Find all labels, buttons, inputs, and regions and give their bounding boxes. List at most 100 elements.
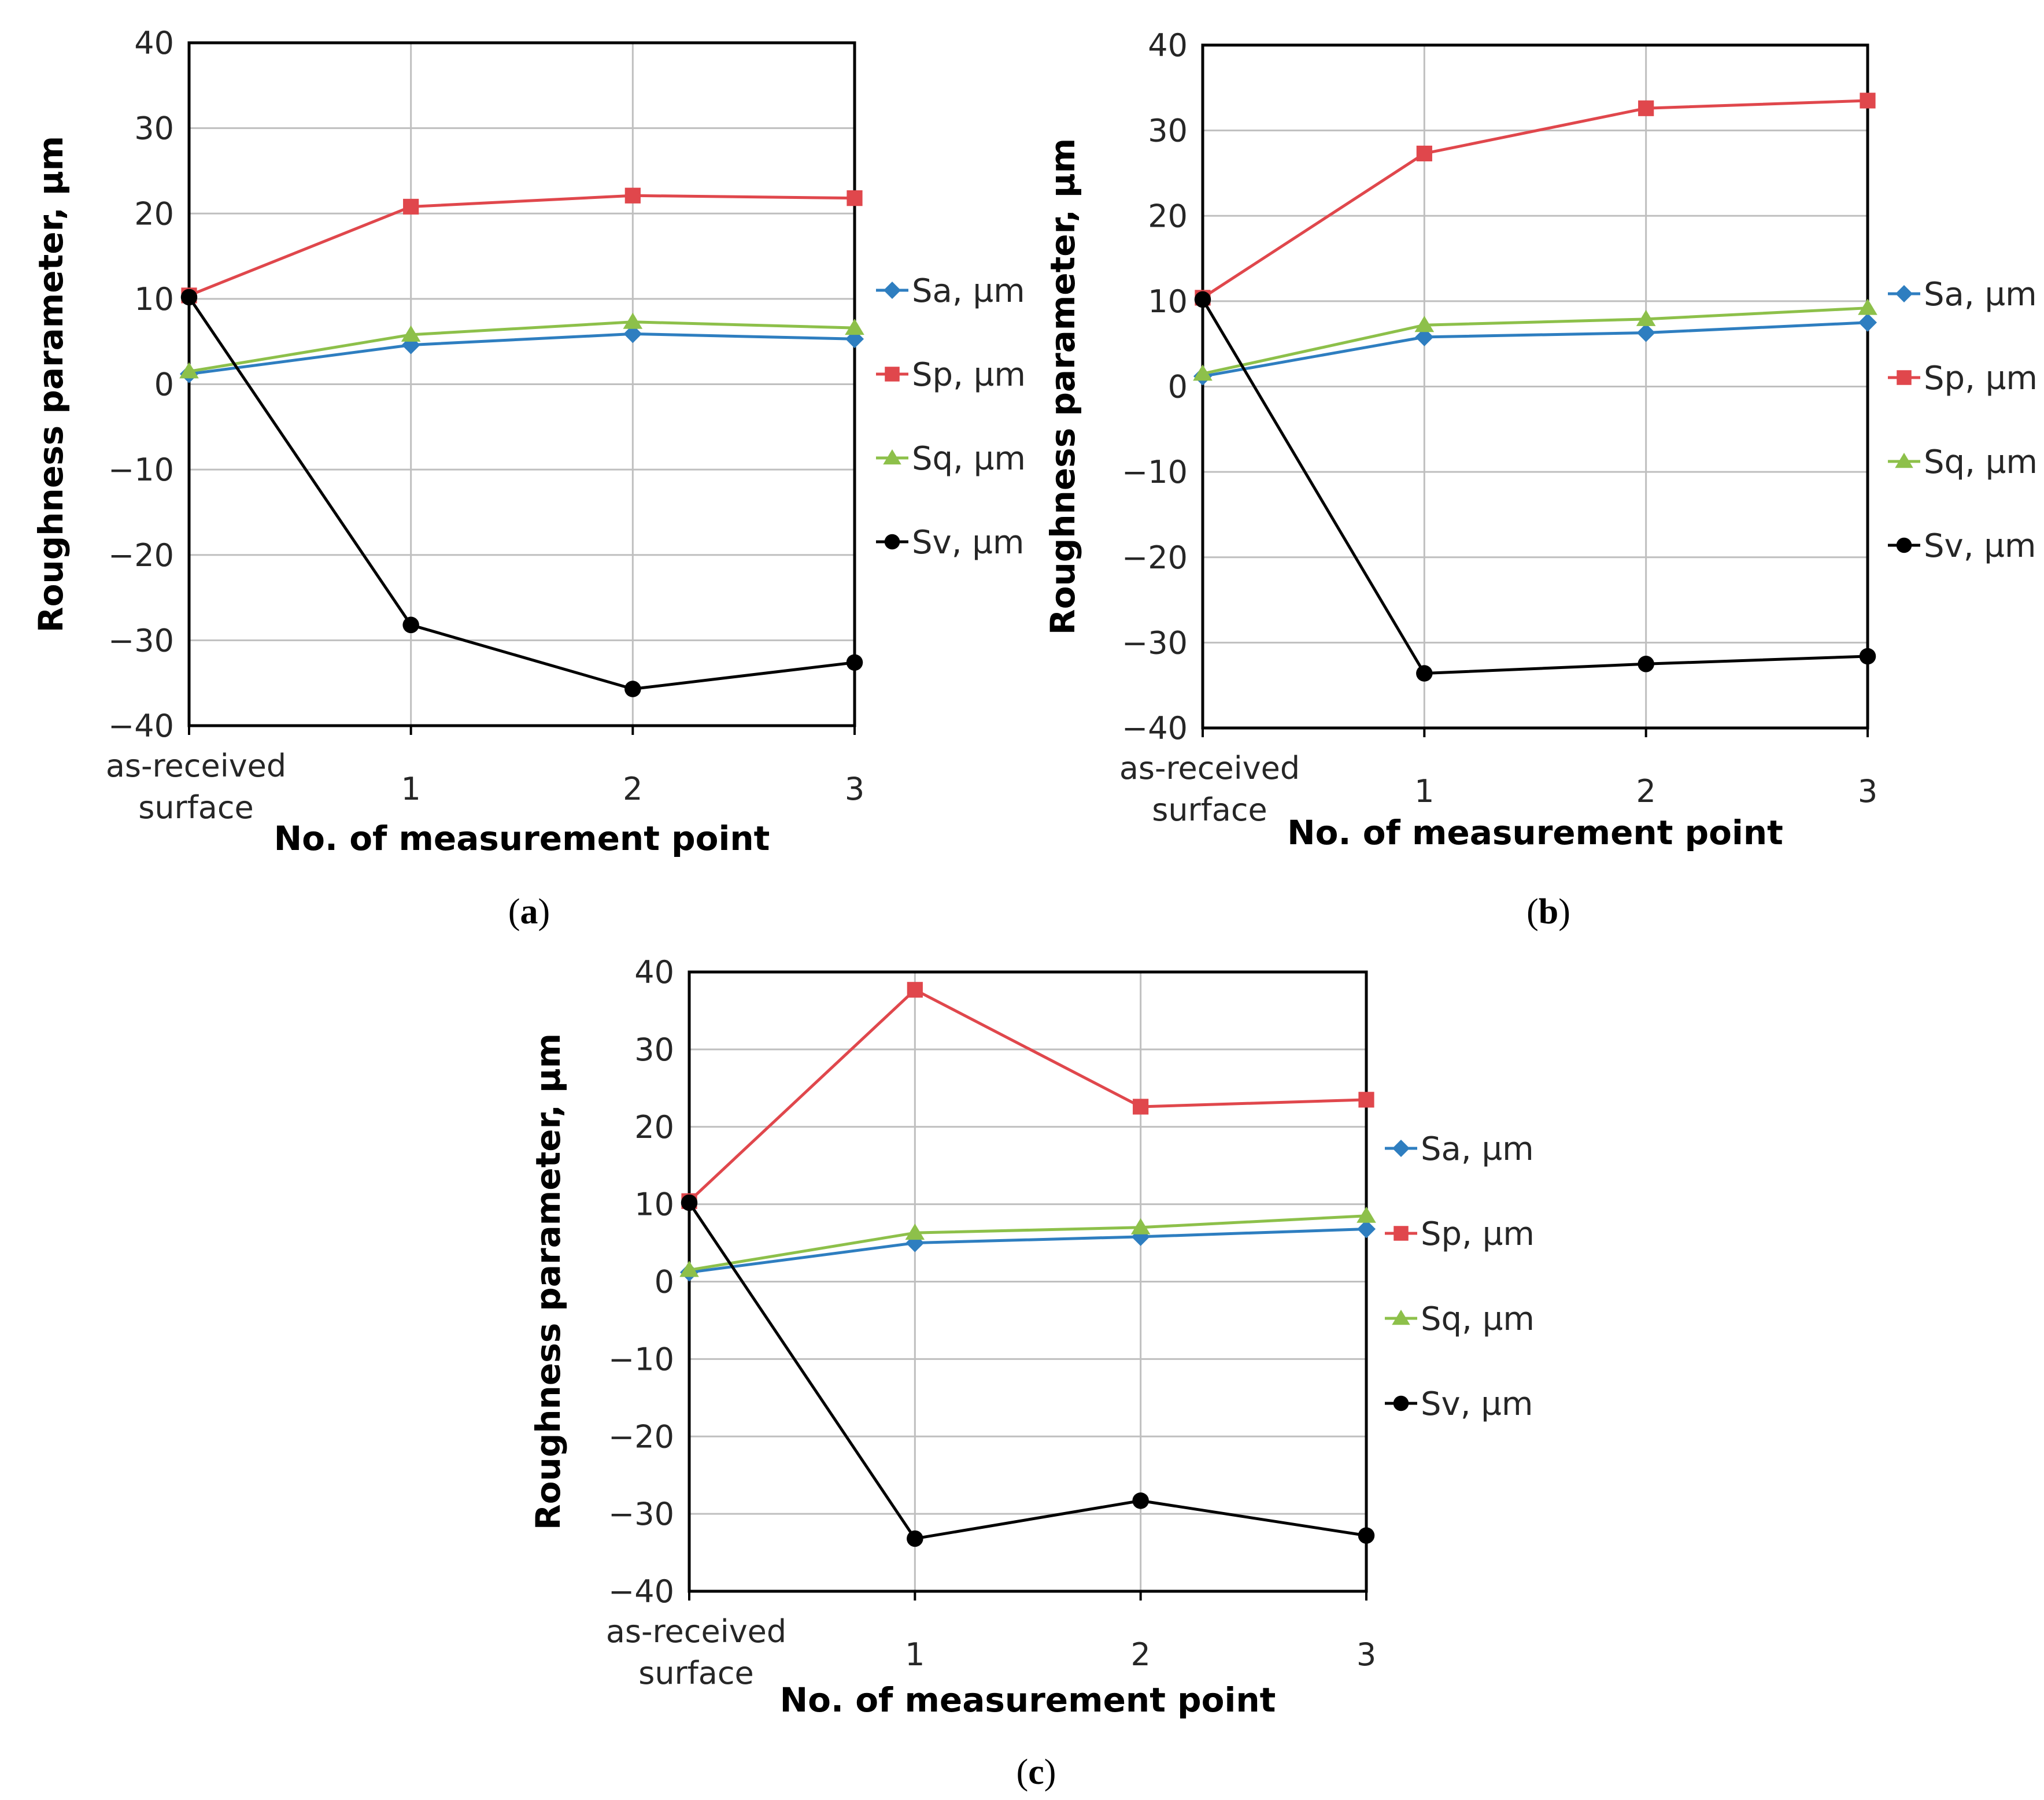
data-point-sp [1860,93,1876,109]
x-tick-label: 2 [1636,773,1655,810]
series-line-sq [1202,306,1868,375]
legend-label-sa: Sa, µm [1924,276,2037,313]
y-tick-label: 30 [1148,113,1188,149]
caption-open-paren: ( [1017,1753,1029,1792]
data-point-sv [1132,1492,1149,1509]
series-line-sq [689,1214,1367,1272]
legend-marker-sv [1896,537,1912,553]
y-tick-label: 10 [1148,283,1188,320]
y-tick-label: 20 [134,195,174,232]
y-tick-label: −40 [1122,710,1188,746]
y-tick-label: −10 [1122,454,1188,490]
caption-letter: a [520,892,538,932]
y-tick-label: −10 [608,1341,674,1377]
y-axis-title: Roughness parameter, µm [528,1033,568,1530]
y-tick-label: 0 [655,1264,674,1300]
x-tick-label: as-received [1119,750,1300,786]
series-line-sv [688,1202,1367,1540]
legend-label-sv: Sv, µm [1924,527,2036,565]
legend-label-sq: Sq, µm [1924,443,2038,481]
x-tick-label: 1 [401,771,420,807]
caption-open-paren: ( [1526,892,1539,932]
legend-label-sv: Sv, µm [912,524,1024,561]
y-tick-label: 40 [134,25,174,61]
data-point-sv [402,616,419,634]
series-line-sp [688,988,1367,1203]
y-axis-title: Roughness parameter, µm [1043,138,1082,635]
y-tick-label: 10 [134,281,174,317]
panel-caption: (c) [1017,1753,1056,1792]
data-point-sa [1415,327,1434,346]
caption-letter: b [1539,892,1558,932]
chart-a: 40 30 20 10 0 −10 −20 −30 −40 as-received surface 1… [31,25,1026,932]
legend-label-sp: Sp, µm [912,356,1026,394]
data-point-sv [907,1530,923,1547]
data-point-sp [1638,100,1654,116]
legend-marker-sp [885,367,900,382]
panel-caption: (a) [508,892,550,932]
y-tick-label: −20 [608,1418,674,1455]
x-tick-label: 3 [845,771,864,807]
caption-close-paren: ) [1044,1753,1056,1792]
data-point-sv [1859,648,1876,665]
y-tick-label: 30 [134,110,174,147]
legend-label-sv: Sv, µm [1421,1385,1533,1423]
data-point-sq [845,319,864,335]
data-point-sp [403,198,419,215]
y-tick-label: −30 [108,622,174,659]
x-tick-label: 3 [1858,773,1877,810]
data-point-sq [1193,364,1213,381]
x-tick-label: 1 [1414,773,1434,810]
y-tick-label: −30 [608,1496,674,1532]
data-point-sp [907,982,923,998]
legend-marker-sa [884,282,901,299]
legend-marker-sq [1895,453,1913,468]
series-line-sa [188,332,855,376]
data-point-sq [623,312,643,329]
y-tick-label: −20 [108,537,174,574]
y-tick-label: 10 [634,1187,674,1223]
data-point-sq [1414,316,1435,332]
caption-letter: c [1028,1753,1044,1792]
data-point-sv [180,289,198,306]
data-point-sv [681,1194,698,1211]
data-point-sq [679,1261,699,1277]
data-point-sa [1858,313,1877,332]
data-point-sp [1133,1099,1149,1115]
y-tick-label: 40 [1148,27,1188,64]
x-tick-label: 2 [623,771,642,807]
series-line-sq [188,320,855,373]
y-tick-label: −40 [608,1573,674,1610]
caption-close-paren: ) [538,892,550,932]
x-tick-label: 2 [1130,1636,1150,1673]
x-axis-title: No. of measurement point [274,819,770,858]
legend-marker-sv [1393,1395,1409,1411]
series-line-sa [1202,321,1868,378]
legend-label-sp: Sp, µm [1421,1215,1535,1253]
y-tick-label: 30 [634,1032,674,1068]
legend-label-sa: Sa, µm [912,272,1025,310]
series-line-sp [188,194,855,297]
data-point-sv [1416,665,1433,682]
legend-marker-sa [1895,285,1913,302]
data-point-sq [905,1224,925,1240]
x-axis-title: No. of measurement point [1287,813,1783,852]
legend-marker-sq [883,449,901,465]
x-tick-label: surface [138,789,254,826]
legend-marker-sv [884,534,900,550]
data-point-sp [1416,145,1432,162]
caption-open-paren: ( [508,892,520,932]
data-point-sq [179,362,199,379]
legend-label-sp: Sp, µm [1924,360,2038,397]
y-tick-label: 0 [154,367,174,403]
x-tick-label: surface [638,1655,754,1691]
data-point-sa [1357,1219,1376,1239]
data-point-sv [624,681,641,697]
y-tick-label: −30 [1122,624,1188,661]
y-tick-label: 20 [634,1109,674,1145]
plot-frame [1201,43,1869,730]
data-point-sp [624,187,641,204]
legend-label-sq: Sq, µm [1421,1300,1535,1338]
